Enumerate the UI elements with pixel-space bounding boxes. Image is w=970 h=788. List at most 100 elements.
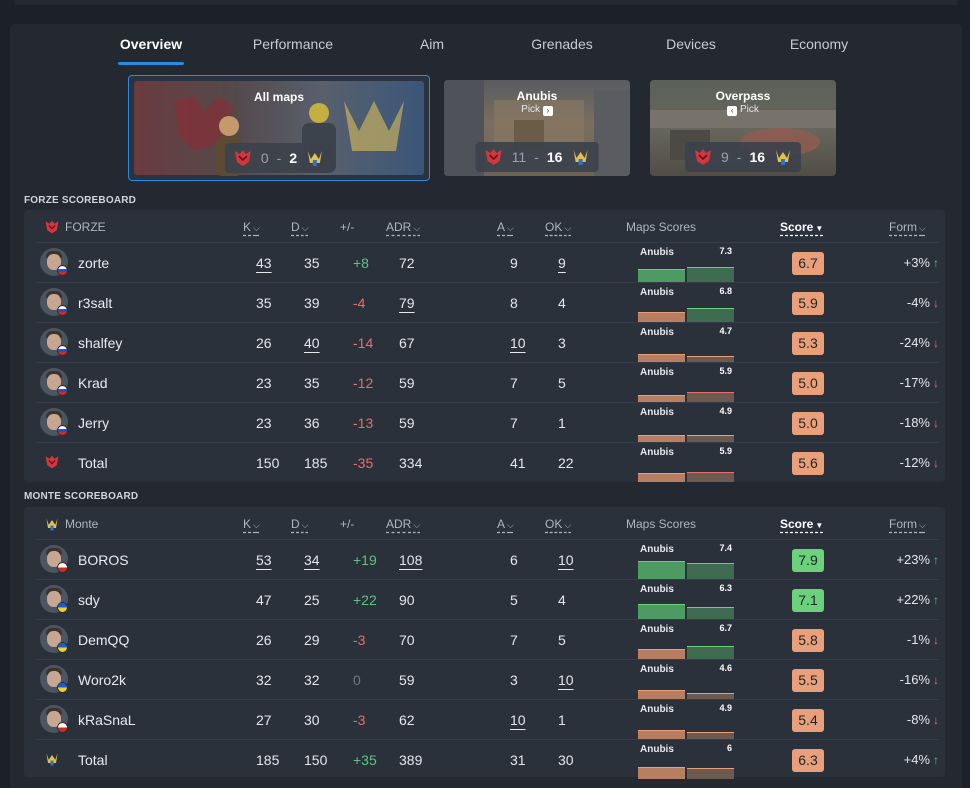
map-score-pill: 11 - 16 (475, 142, 599, 172)
tab-grenades[interactable]: Grenades (531, 36, 593, 52)
forze-logo-icon (694, 149, 711, 165)
player-name[interactable]: DemQQ (78, 632, 130, 648)
tab-aim[interactable]: Aim (419, 36, 445, 52)
country-flag-icon (57, 345, 68, 356)
form-value: +23% ↑ (869, 552, 939, 567)
player-name[interactable]: sdy (78, 592, 100, 608)
table-row[interactable]: Total 185 150 389 31 30 +35 Anubis 6 6.3 +4% ↑ (36, 739, 939, 779)
map-score-chart: Anubis 5.9 (638, 443, 734, 483)
adr-column-header[interactable]: ADR ⌵ (386, 220, 420, 234)
d-column-header[interactable]: D ⌵ (291, 220, 309, 234)
form-percent: -12% (899, 455, 930, 470)
d-column-header[interactable]: D ⌵ (291, 517, 309, 531)
plus-minus-column-header[interactable]: +/- (340, 220, 354, 234)
ok-column-header[interactable]: OK ⌵ (545, 517, 571, 531)
trend-down-icon: ↓ (933, 713, 939, 727)
table-row[interactable]: DemQQ 26 29 70 7 5 -3 Anubis 6.7 5.8 -1% ↓ (36, 619, 939, 659)
score-column-header[interactable]: Score ▼ (780, 220, 823, 234)
kills-value: 27 (256, 712, 272, 728)
player-name[interactable]: zorte (78, 255, 110, 271)
k-column-header-label: K (243, 517, 252, 531)
a-column-header[interactable]: A ⌵ (497, 517, 514, 531)
team1-score: 9 (720, 149, 729, 165)
team-column-header: Monte (65, 517, 99, 531)
k-column-header[interactable]: K ⌵ (243, 517, 260, 531)
plus-minus-value: +22 (353, 592, 377, 608)
form-value: -17% ↓ (869, 375, 939, 390)
opening-kills-value: 4 (558, 295, 566, 311)
kills-value: 23 (256, 415, 272, 431)
player-name[interactable]: r3salt (78, 295, 113, 311)
table-row[interactable]: shalfey 26 40 67 10 3 -14 Anubis 4.7 5.3 -24% ↓ (36, 322, 939, 362)
deaths-value: 39 (304, 295, 320, 311)
monte-team-logo-icon (44, 516, 60, 535)
score-column-header[interactable]: Score ▼ (780, 517, 823, 531)
score-badge: 5.6 (792, 452, 824, 475)
adr-value: 389 (399, 752, 423, 768)
map-score-value: 6.8 (719, 286, 732, 296)
team-total-logo-icon (44, 751, 60, 770)
player-name[interactable]: shalfey (78, 335, 123, 351)
plus-minus-value: -35 (353, 455, 374, 471)
monte-logo-icon (776, 150, 791, 165)
table-row[interactable]: Woro2k 32 32 59 3 10 0 Anubis 4.6 5.5 -16% ↓ (36, 659, 939, 699)
trend-down-icon: ↓ (933, 336, 939, 350)
map-score-value: 4.9 (719, 703, 732, 713)
table-row[interactable]: zorte 43 35 72 9 9 +8 Anubis 7.3 6.7 +3% ↑ (36, 242, 939, 282)
forze-team-logo-icon (44, 219, 60, 238)
tab-overview[interactable]: Overview (119, 36, 183, 52)
tab-devices[interactable]: Devices (666, 36, 716, 52)
ok-column-header[interactable]: OK ⌵ (545, 220, 571, 234)
plus-minus-value: -3 (353, 632, 366, 648)
map-bar-map (687, 646, 734, 659)
assists-value: 41 (510, 455, 526, 471)
table-row[interactable]: Jerry 23 36 59 7 1 -13 Anubis 4.9 5.0 -18% ↓ (36, 402, 939, 442)
form-column-header[interactable]: Form ⌵ (889, 220, 926, 234)
top-strip (14, 0, 958, 5)
deaths-value: 25 (304, 592, 320, 608)
k-column-header[interactable]: K ⌵ (243, 220, 260, 234)
player-name[interactable]: Jerry (78, 415, 110, 431)
plus-minus-column-header[interactable]: +/- (340, 517, 354, 531)
sort-chevron-icon: ⌵ (301, 223, 309, 233)
team2-score: 2 (289, 150, 298, 166)
map-bar-map (687, 356, 734, 362)
country-flag-icon (57, 562, 68, 573)
table-row[interactable]: kRaSnaL 27 30 62 10 1 -3 Anubis 4.9 5.4 -8% ↓ (36, 699, 939, 739)
score-separator: - (736, 149, 742, 165)
map-card-all-maps[interactable]: All maps 0 - 2 (128, 75, 430, 181)
map-card-anubis[interactable]: Anubis Pick › 11 - 16 (444, 80, 630, 176)
player-name[interactable]: Krad (78, 375, 108, 391)
map-score-value: 5.9 (719, 446, 732, 456)
table-row[interactable]: r3salt 35 39 79 8 4 -4 Anubis 6.8 5.9 -4% ↓ (36, 282, 939, 322)
table-row[interactable]: Krad 23 35 59 7 5 -12 Anubis 5.9 5.0 -17% ↓ (36, 362, 939, 402)
form-column-header[interactable]: Form ⌵ (889, 517, 926, 531)
map-card-pick: Pick › (444, 104, 630, 116)
forze-logo-icon (485, 149, 502, 165)
deaths-value: 35 (304, 375, 320, 391)
form-value: -12% ↓ (869, 455, 939, 470)
plus-minus-value: -3 (353, 712, 366, 728)
map-name-label: Anubis (640, 744, 674, 755)
anubis-artwork (444, 80, 630, 176)
form-percent: -4% (906, 295, 930, 310)
table-row[interactable]: sdy 47 25 90 5 4 +22 Anubis 6.3 7.1 +22% ↑ (36, 579, 939, 619)
a-column-header[interactable]: A ⌵ (497, 220, 514, 234)
chevron-right-icon: › (542, 106, 553, 116)
tab-performance[interactable]: Performance (252, 36, 334, 52)
table-row[interactable]: Total 150 185 334 41 22 -35 Anubis 5.9 5.6 -12% ↓ (36, 442, 939, 482)
player-name[interactable]: kRaSnaL (78, 712, 136, 728)
map-name-label: Anubis (640, 287, 674, 298)
table-row[interactable]: BOROS 53 34 108 6 10 +19 Anubis 7.4 7.9 +23% ↑ (36, 539, 939, 579)
player-name[interactable]: BOROS (78, 552, 129, 568)
deaths-value: 40 (304, 335, 320, 351)
team2-score: 16 (749, 149, 766, 165)
map-name-label: Anubis (640, 584, 674, 595)
form-value: -16% ↓ (869, 672, 939, 687)
map-card-overpass[interactable]: Overpass ‹ Pick 9 - 16 (650, 80, 836, 176)
map-name-label: Anubis (640, 367, 674, 378)
tab-economy[interactable]: Economy (789, 36, 849, 52)
player-name[interactable]: Woro2k (78, 672, 126, 688)
adr-column-header[interactable]: ADR ⌵ (386, 517, 420, 531)
form-value: -4% ↓ (869, 295, 939, 310)
